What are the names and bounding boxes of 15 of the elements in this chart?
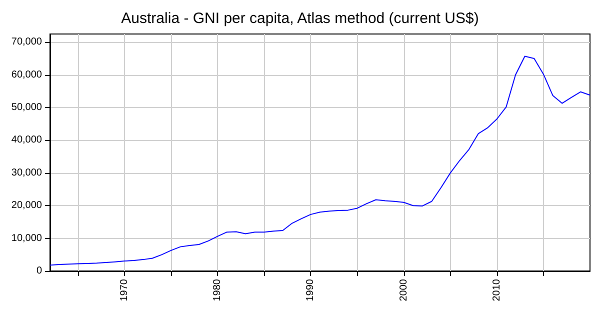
y-tick-label: 50,000 [11,102,42,114]
y-tick-label: 20,000 [11,200,42,212]
x-tick-label: 1970 [118,278,130,302]
y-tick-label: 40,000 [11,134,42,146]
y-tick-label: 60,000 [11,69,42,80]
y-tick-label: 70,000 [11,36,42,48]
y-tick-label: 10,000 [11,232,42,244]
y-tick-label: 0 [36,266,42,276]
line-series [50,56,590,266]
x-tick-label: 2000 [398,278,410,302]
x-tick-label: 2010 [491,278,502,302]
x-tick-label: 1990 [305,278,316,302]
y-tick-label: 30,000 [11,167,42,178]
chart-title: Australia - GNI per capita, Atlas method (current US$) [121,10,479,27]
x-tick-label: 1980 [212,278,224,302]
